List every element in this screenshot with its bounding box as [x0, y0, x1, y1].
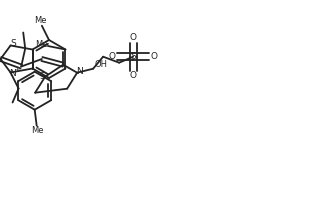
Text: O: O	[130, 33, 137, 42]
Text: N: N	[9, 69, 16, 78]
Text: S: S	[130, 52, 136, 61]
Text: O: O	[109, 52, 116, 61]
Text: S: S	[39, 72, 45, 81]
Text: Me: Me	[35, 40, 48, 49]
Text: OH: OH	[95, 60, 108, 69]
Text: +: +	[14, 67, 19, 72]
Text: N: N	[76, 67, 82, 76]
Text: O: O	[151, 52, 158, 61]
Text: O: O	[130, 71, 137, 80]
Text: Me: Me	[35, 16, 47, 25]
Text: Me: Me	[31, 126, 44, 135]
Text: S: S	[11, 39, 16, 48]
